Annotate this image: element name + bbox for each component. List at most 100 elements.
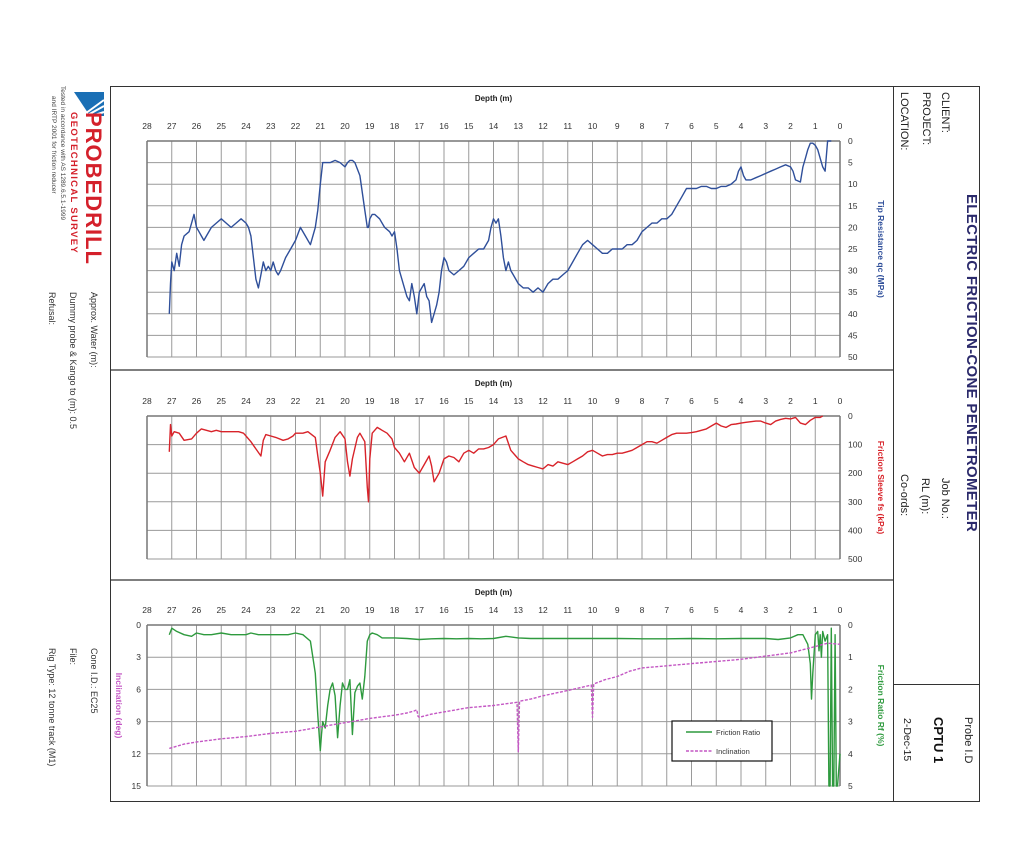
inclination-tick: 6 xyxy=(136,684,141,694)
depth-tick: 9 xyxy=(615,121,620,131)
depth-tick: 13 xyxy=(514,605,524,615)
value-tick: 0 xyxy=(848,411,853,421)
depth-tick: 9 xyxy=(615,396,620,406)
legend-inclination-label: Inclination xyxy=(716,747,750,756)
depth-tick: 26 xyxy=(192,396,202,406)
depth-tick: 20 xyxy=(340,396,350,406)
depth-tick: 14 xyxy=(489,396,499,406)
friction-sleeve-chart: Depth (m)28 27 26 25 24 23 22 21 20 19 18 17 16 15 14 1… xyxy=(142,379,886,564)
depth-tick: 26 xyxy=(192,605,202,615)
value-tick: 400 xyxy=(848,525,862,535)
depth-tick: 14 xyxy=(489,121,499,131)
depth-tick: 3 xyxy=(763,605,768,615)
inclination-tick: 15 xyxy=(132,781,142,791)
depth-tick: 27 xyxy=(167,605,177,615)
depth-tick: 10 xyxy=(588,605,598,615)
value-axis-title: Friction Ratio Rf (%) xyxy=(876,665,886,747)
depth-tick: 15 xyxy=(464,121,474,131)
depth-tick: 15 xyxy=(464,396,474,406)
tip-resistance-chart: Depth (m)28 27 26 25 24 23 22 21 20 19 18 17 16 15 14 1… xyxy=(142,94,886,362)
depth-tick: 1 xyxy=(813,121,818,131)
friction-ratio-chart: Depth (m)28 27 26 25 24 23 22 21 20 19 18 17 16 15 14 1… xyxy=(114,588,886,791)
depth-tick: 7 xyxy=(664,121,669,131)
depth-tick: 0 xyxy=(838,121,843,131)
depth-tick: 12 xyxy=(538,396,548,406)
depth-tick: 1 xyxy=(813,605,818,615)
value-tick: 25 xyxy=(848,244,858,254)
depth-tick: 8 xyxy=(640,605,645,615)
value-tick: 1 xyxy=(848,652,853,662)
depth-tick: 19 xyxy=(365,121,375,131)
value-axis-title: Tip Resistance qc (MPa) xyxy=(876,200,886,298)
depth-tick: 22 xyxy=(291,121,301,131)
value-tick: 500 xyxy=(848,554,862,564)
probe-id-box xyxy=(893,684,980,802)
value-tick: 3 xyxy=(848,717,853,727)
value-tick: 30 xyxy=(848,266,858,276)
depth-tick: 19 xyxy=(365,605,375,615)
inclination-tick: 12 xyxy=(132,749,142,759)
depth-tick: 21 xyxy=(316,121,326,131)
depth-tick: 20 xyxy=(340,121,350,131)
value-tick: 300 xyxy=(848,497,862,507)
depth-tick: 21 xyxy=(316,396,326,406)
depth-tick: 11 xyxy=(563,396,572,406)
inclination-tick: 0 xyxy=(136,620,141,630)
inclination-line xyxy=(169,642,841,753)
depth-tick: 27 xyxy=(167,396,177,406)
depth-tick: 16 xyxy=(439,396,449,406)
depth-tick: 8 xyxy=(640,121,645,131)
depth-tick: 4 xyxy=(739,396,744,406)
report-frame xyxy=(110,86,980,802)
depth-tick: 9 xyxy=(615,605,620,615)
depth-tick: 4 xyxy=(739,605,744,615)
depth-tick: 6 xyxy=(689,396,694,406)
depth-tick: 25 xyxy=(217,396,227,406)
depth-tick: 13 xyxy=(514,121,524,131)
depth-tick: 26 xyxy=(192,121,202,131)
depth-tick: 11 xyxy=(563,121,572,131)
depth-tick: 3 xyxy=(763,396,768,406)
value-axis-title: Friction Sleeve fs (kPa) xyxy=(876,441,886,535)
value-tick: 20 xyxy=(848,222,858,232)
depth-tick: 14 xyxy=(489,605,499,615)
depth-tick: 2 xyxy=(788,605,793,615)
depth-tick: 22 xyxy=(291,605,301,615)
company-logo xyxy=(72,86,106,120)
depth-tick: 10 xyxy=(588,121,598,131)
value-tick: 100 xyxy=(848,440,862,450)
depth-tick: 17 xyxy=(415,396,425,406)
depth-axis-title: Depth (m) xyxy=(475,588,513,597)
depth-tick: 0 xyxy=(838,396,843,406)
depth-tick: 24 xyxy=(241,121,251,131)
depth-tick: 23 xyxy=(266,121,276,131)
depth-tick: 28 xyxy=(142,396,152,406)
title-strip xyxy=(893,86,980,802)
depth-tick: 5 xyxy=(714,396,719,406)
fs-line xyxy=(168,415,824,503)
qc-line xyxy=(168,140,832,324)
depth-tick: 2 xyxy=(788,396,793,406)
inclination-tick: 3 xyxy=(136,652,141,662)
depth-axis-title: Depth (m) xyxy=(475,94,513,103)
depth-tick: 2 xyxy=(788,121,793,131)
depth-tick: 25 xyxy=(217,121,227,131)
depth-tick: 10 xyxy=(588,396,598,406)
value-tick: 50 xyxy=(848,352,858,362)
depth-tick: 5 xyxy=(714,121,719,131)
depth-tick: 3 xyxy=(763,121,768,131)
value-tick: 15 xyxy=(848,201,858,211)
depth-tick: 12 xyxy=(538,605,548,615)
depth-tick: 6 xyxy=(689,605,694,615)
legend-friction-ratio-label: Friction Ratio xyxy=(716,728,760,737)
depth-tick: 5 xyxy=(714,605,719,615)
depth-tick: 15 xyxy=(464,605,474,615)
depth-tick: 28 xyxy=(142,605,152,615)
depth-tick: 7 xyxy=(664,396,669,406)
depth-tick: 18 xyxy=(390,121,400,131)
chart-legend: Friction Ratio Inclination xyxy=(671,720,773,762)
depth-tick: 12 xyxy=(538,121,548,131)
depth-tick: 16 xyxy=(439,121,449,131)
depth-tick: 1 xyxy=(813,396,818,406)
